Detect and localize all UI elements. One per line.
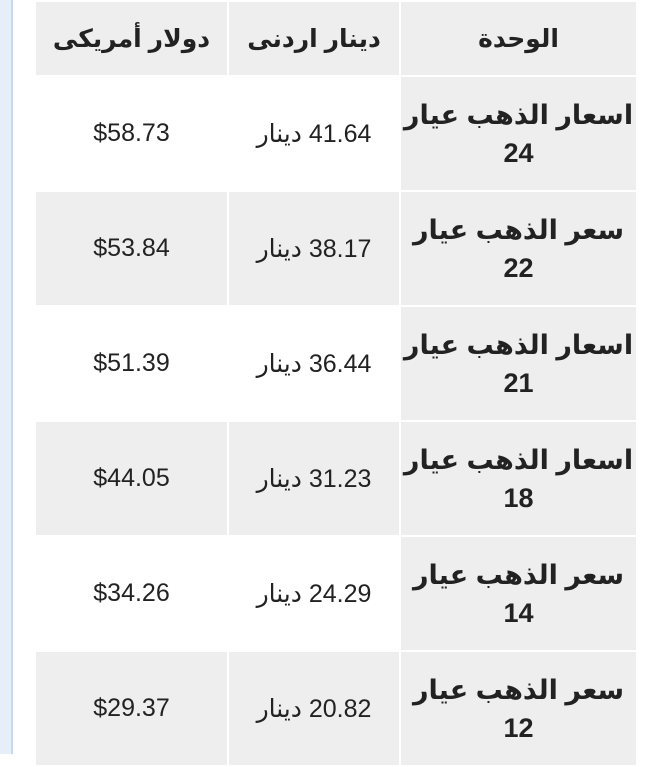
usd-cell: $58.73 — [93, 119, 170, 147]
usd-cell: $34.26 — [93, 579, 170, 607]
usd-cell: $44.05 — [36, 422, 227, 535]
unit-cell: سعر الذهب عيار 14 — [401, 537, 636, 650]
unit-cell: سعر الذهب عيار 22 — [401, 192, 636, 305]
table-row: سعر الذهب عيار 14 24.29 دينار $34.26 — [36, 537, 636, 650]
usd-cell: $53.84 — [36, 192, 227, 305]
table-row: اسعار الذهب عيار 21 36.44 دينار $51.39 — [36, 307, 636, 420]
unit-cell: اسعار الذهب عيار 18 — [401, 422, 636, 535]
jod-cell: 38.17 دينار — [229, 192, 399, 305]
jod-cell: 31.23 دينار — [229, 422, 399, 535]
jod-cell: 41.64 دينار — [256, 119, 372, 148]
unit-cell: سعر الذهب عيار 12 — [401, 652, 636, 765]
table-row: سعر الذهب عيار 12 20.82 دينار $29.37 — [36, 652, 636, 765]
usd-cell: $29.37 — [36, 652, 227, 765]
header-usd: دولار أمريكى — [36, 2, 227, 75]
unit-cell: اسعار الذهب عيار 21 — [401, 307, 636, 420]
table-row: اسعار الذهب عيار 18 31.23 دينار $44.05 — [36, 422, 636, 535]
jod-cell: 24.29 دينار — [256, 579, 372, 608]
table-row: سعر الذهب عيار 22 38.17 دينار $53.84 — [36, 192, 636, 305]
header-jod: دينار اردنى — [229, 2, 399, 75]
header-unit: الوحدة — [401, 2, 636, 75]
header-row: الوحدة دينار اردنى دولار أمريكى — [36, 2, 636, 75]
left-edge-strip — [0, 0, 13, 754]
jod-cell: 20.82 دينار — [229, 652, 399, 765]
gold-price-table: الوحدة دينار اردنى دولار أمريكى اسعار ال… — [34, 0, 638, 767]
unit-cell: اسعار الذهب عيار 24 — [401, 77, 636, 190]
table-row: اسعار الذهب عيار 24 41.64 دينار $58.73 — [36, 77, 636, 190]
jod-cell: 36.44 دينار — [256, 349, 372, 378]
usd-cell: $51.39 — [93, 349, 170, 377]
